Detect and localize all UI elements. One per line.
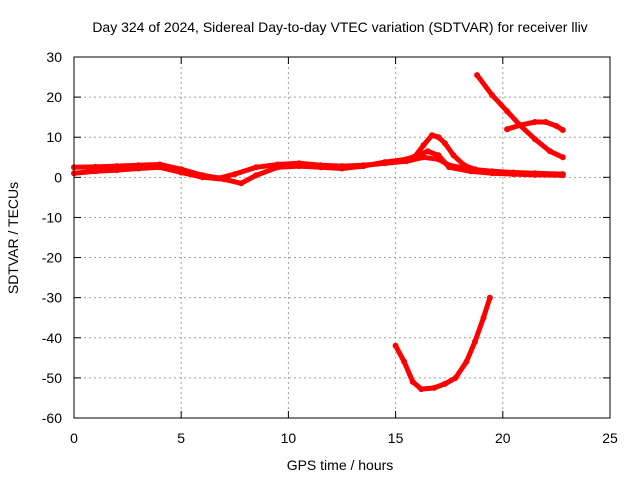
data-point (156, 164, 163, 171)
data-point (489, 92, 496, 99)
data-point (392, 342, 399, 349)
data-point (360, 163, 367, 170)
data-point (435, 152, 442, 159)
data-point (463, 358, 470, 365)
data-point (547, 148, 553, 155)
grid (74, 57, 610, 418)
data-point (231, 171, 238, 178)
y-tick-label: 30 (46, 49, 62, 65)
data-point (135, 165, 142, 172)
data-point (221, 176, 228, 183)
data-point (296, 163, 303, 170)
data-point (317, 164, 324, 171)
data-point (452, 374, 459, 381)
data-point (253, 164, 260, 171)
data-point (178, 169, 185, 176)
data-point (429, 132, 435, 139)
y-tick-label: -40 (42, 330, 62, 346)
data-point (92, 168, 99, 175)
data-point (339, 165, 345, 172)
y-axis-label: SDTVAR / TECUs (5, 182, 21, 294)
data-point (471, 338, 478, 345)
data-point (532, 136, 538, 143)
y-tick-label: -50 (42, 370, 62, 386)
data-point (532, 119, 538, 125)
data-point (409, 378, 416, 385)
data-point (435, 134, 442, 141)
data-point (441, 380, 448, 387)
data-point (238, 180, 245, 187)
data-point (504, 126, 511, 133)
x-tick-label: 15 (388, 430, 404, 446)
x-tick-label: 25 (602, 430, 618, 446)
x-tick-label: 0 (70, 430, 78, 446)
data-point (559, 127, 566, 133)
data-point (441, 140, 448, 147)
data-point (542, 119, 549, 125)
data-point (420, 142, 427, 149)
plot-frame (73, 56, 611, 419)
data-point (401, 358, 408, 365)
y-tick-label: -20 (42, 250, 62, 266)
data-point (113, 167, 120, 174)
data-point (532, 171, 538, 178)
data-point (446, 164, 453, 171)
data-point (253, 172, 260, 179)
data-point (381, 159, 388, 166)
x-tick-label: 5 (177, 430, 185, 446)
data-point (431, 384, 438, 391)
x-tick-label: 20 (495, 430, 511, 446)
data-point (486, 294, 493, 301)
data-point (471, 166, 478, 173)
data-point (480, 314, 487, 321)
chart-title: Day 324 of 2024, Sidereal Day-to-day VTE… (92, 19, 587, 35)
data-point (450, 152, 457, 159)
data-point (418, 386, 425, 393)
y-tick-label: 0 (54, 169, 62, 185)
y-tick-label: -60 (42, 410, 62, 426)
data-point (92, 163, 99, 170)
x-tick-label: 10 (281, 430, 297, 446)
data-point (553, 123, 560, 129)
y-tick-label: 10 (46, 129, 62, 145)
y-tick-label: -10 (42, 209, 62, 225)
data-point (409, 156, 416, 163)
data-point (474, 72, 481, 79)
data-point (403, 156, 410, 163)
data-point (274, 164, 281, 171)
axis-ticks: 0 5 10 15 20 25 -60 -50 -40 -30 -20 -10 0 10 20 30 (42, 49, 618, 446)
data-point (559, 172, 566, 179)
data-point (510, 171, 517, 178)
data-series (71, 72, 566, 393)
y-tick-label: -30 (42, 290, 62, 306)
data-point (559, 154, 566, 161)
data-point (424, 148, 431, 155)
y-tick-label: 20 (46, 89, 62, 105)
data-point (517, 122, 523, 129)
data-point (504, 108, 511, 115)
data-point (461, 162, 468, 169)
data-point (489, 170, 496, 177)
x-axis-label: GPS time / hours (287, 457, 394, 473)
data-point (199, 174, 206, 181)
